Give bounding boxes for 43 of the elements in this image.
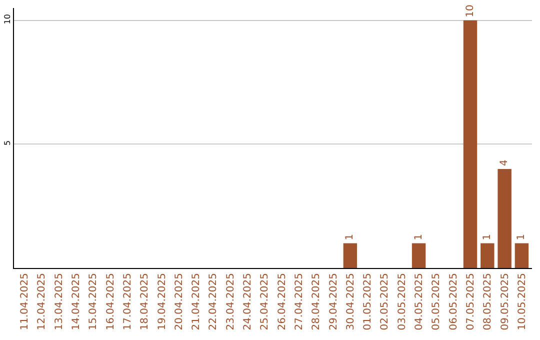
x-tick-label: 30.04.2025 (345, 273, 356, 330)
x-tick-label: 10.05.2025 (516, 273, 528, 330)
x-tick-label: 21.04.2025 (191, 273, 202, 330)
y-tick-label: 5 (2, 140, 12, 146)
x-tick-label: 18.04.2025 (140, 273, 151, 330)
x-tick-label: 23.04.2025 (225, 273, 236, 330)
x-tick-label: 06.05.2025 (448, 273, 460, 330)
data-label: 4 (499, 160, 510, 166)
bar (498, 168, 512, 268)
bar (480, 243, 494, 268)
data-label: 1 (516, 234, 528, 240)
bar (343, 243, 358, 268)
x-tick-label: 09.05.2025 (500, 273, 511, 330)
x-tick-label: 28.04.2025 (311, 273, 322, 330)
x-tick-label: 03.05.2025 (396, 273, 408, 330)
bar (412, 243, 426, 268)
x-tick-label: 04.05.2025 (414, 273, 426, 330)
x-tick-label: 20.04.2025 (174, 273, 185, 330)
data-label: 1 (344, 234, 356, 240)
x-tick-label: 11.04.2025 (20, 273, 31, 330)
x-tick-label: 22.04.2025 (208, 273, 220, 330)
x-tick-label: 14.04.2025 (71, 273, 82, 330)
x-tick-label: 08.05.2025 (482, 273, 494, 330)
x-tick-label: 16.04.2025 (105, 273, 116, 330)
x-tick-label: 17.04.2025 (122, 273, 134, 330)
x-tick-label: 19.04.2025 (156, 273, 168, 330)
x-tick-label: 02.05.2025 (380, 273, 391, 330)
x-tick-label: 29.04.2025 (328, 273, 340, 330)
data-label: 1 (413, 234, 424, 240)
x-tick-label: 13.04.2025 (54, 273, 65, 330)
x-tick-label: 26.04.2025 (276, 273, 288, 330)
x-tick-label: 27.04.2025 (294, 273, 305, 330)
x-tick-label: 15.04.2025 (88, 273, 100, 330)
x-tick-label: 05.05.2025 (431, 273, 442, 330)
bar (514, 243, 529, 268)
x-tick-label: 01.05.2025 (362, 273, 374, 330)
x-tick-label: 25.04.2025 (260, 273, 271, 330)
bar (463, 20, 478, 268)
x-tick-label: 07.05.2025 (466, 273, 476, 330)
x-tick-label: 24.04.2025 (242, 273, 254, 330)
data-label: 10 (464, 4, 476, 18)
x-tick-label: 12.04.2025 (36, 273, 48, 330)
data-label: 1 (482, 234, 493, 240)
